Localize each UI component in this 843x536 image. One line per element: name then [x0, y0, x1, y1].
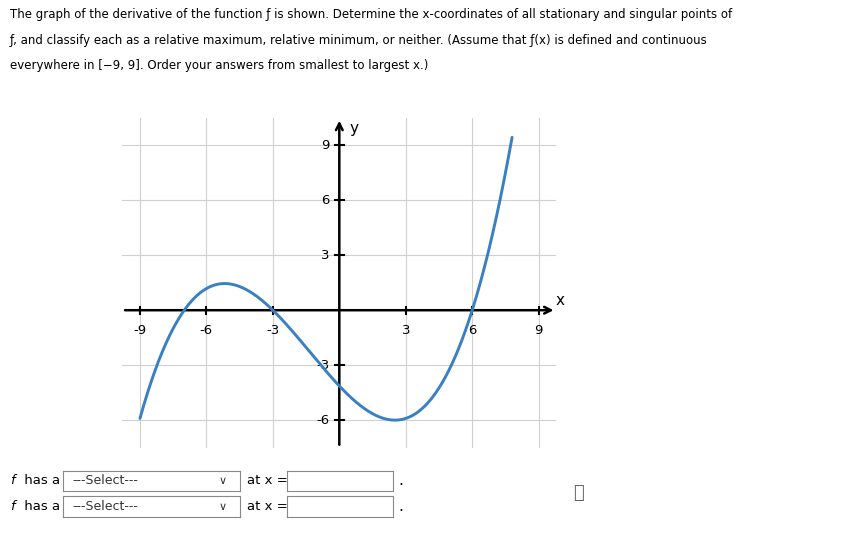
Text: at x =: at x = [247, 500, 287, 513]
Text: has a: has a [20, 500, 61, 513]
Text: has a: has a [20, 474, 61, 487]
Text: ∨: ∨ [218, 476, 227, 486]
Text: 6: 6 [321, 194, 330, 207]
Text: 3: 3 [321, 249, 330, 262]
Text: ƒ, and classify each as a relative maximum, relative minimum, or neither. (Assum: ƒ, and classify each as a relative maxim… [10, 34, 708, 47]
Text: at x =: at x = [247, 474, 287, 487]
Text: -3: -3 [316, 359, 330, 371]
Text: -3: -3 [266, 324, 280, 337]
Text: -6: -6 [200, 324, 213, 337]
Text: ---Select---: ---Select--- [72, 500, 138, 513]
Text: The graph of the derivative of the function ƒ is shown. Determine the x-coordina: The graph of the derivative of the funct… [10, 8, 733, 21]
Text: ∨: ∨ [218, 502, 227, 511]
Text: f: f [10, 474, 14, 487]
Text: f: f [10, 500, 14, 513]
Text: .: . [398, 499, 403, 514]
Text: .: . [398, 473, 403, 488]
Text: -9: -9 [133, 324, 147, 337]
Text: 9: 9 [321, 139, 330, 152]
Text: 9: 9 [534, 324, 543, 337]
Text: ⓘ: ⓘ [573, 484, 584, 502]
Text: x: x [556, 293, 564, 308]
Text: -6: -6 [316, 414, 330, 427]
Text: 3: 3 [401, 324, 410, 337]
Text: ---Select---: ---Select--- [72, 474, 138, 487]
Text: 6: 6 [468, 324, 476, 337]
Text: y: y [349, 121, 358, 136]
Text: everywhere in [−9, 9]. Order your answers from smallest to largest x.): everywhere in [−9, 9]. Order your answer… [10, 59, 428, 72]
